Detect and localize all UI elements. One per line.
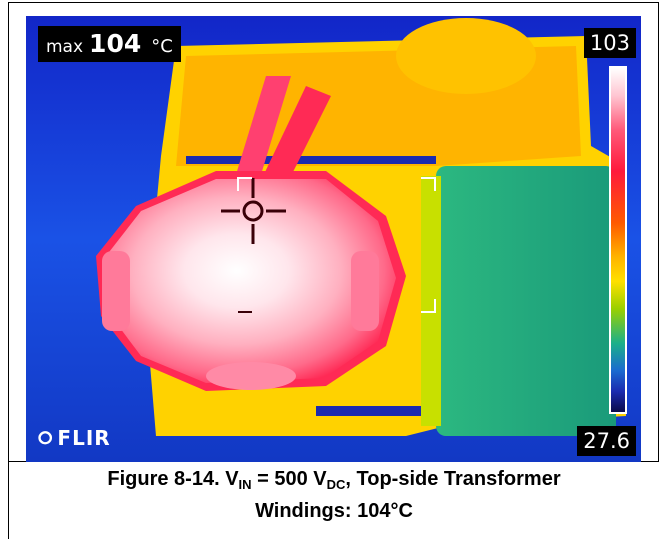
max-label: max — [46, 37, 84, 57]
thermal-scene — [26, 16, 641, 462]
figure-caption: Figure 8-14. VIN = 500 VDC, Top-side Tra… — [9, 466, 659, 524]
temperature-colorbar — [609, 66, 627, 414]
vdc-subscript: DC — [326, 477, 346, 492]
scale-min-label: 27.6 — [577, 426, 636, 456]
thermal-image: max 104 °C 103 27.6 ⭘ FLIR — [26, 16, 641, 462]
vin-subscript: IN — [238, 477, 252, 492]
vdc-symbol: V — [313, 468, 327, 490]
flir-logo: ⭘ FLIR — [38, 426, 111, 450]
equals-value: = 500 — [251, 468, 314, 490]
vin-symbol: V — [225, 468, 239, 490]
figure-number: Figure 8-14. — [107, 468, 220, 490]
max-temperature-readout: max 104 °C — [38, 26, 181, 62]
max-value: 104 — [89, 29, 142, 58]
max-unit: °C — [151, 36, 173, 57]
scale-max-label: 103 — [583, 28, 636, 58]
caption-line-2: Windings: 104°C — [255, 500, 413, 522]
logo-text: FLIR — [57, 426, 111, 450]
caption-line-1-rest: , Top-side Transformer — [345, 468, 561, 490]
caption-line-1: Figure 8-14. VIN = 500 VDC, Top-side Tra… — [9, 466, 659, 498]
flir-flame-icon: ⭘ — [38, 427, 54, 449]
frame-left-edge — [8, 460, 9, 539]
